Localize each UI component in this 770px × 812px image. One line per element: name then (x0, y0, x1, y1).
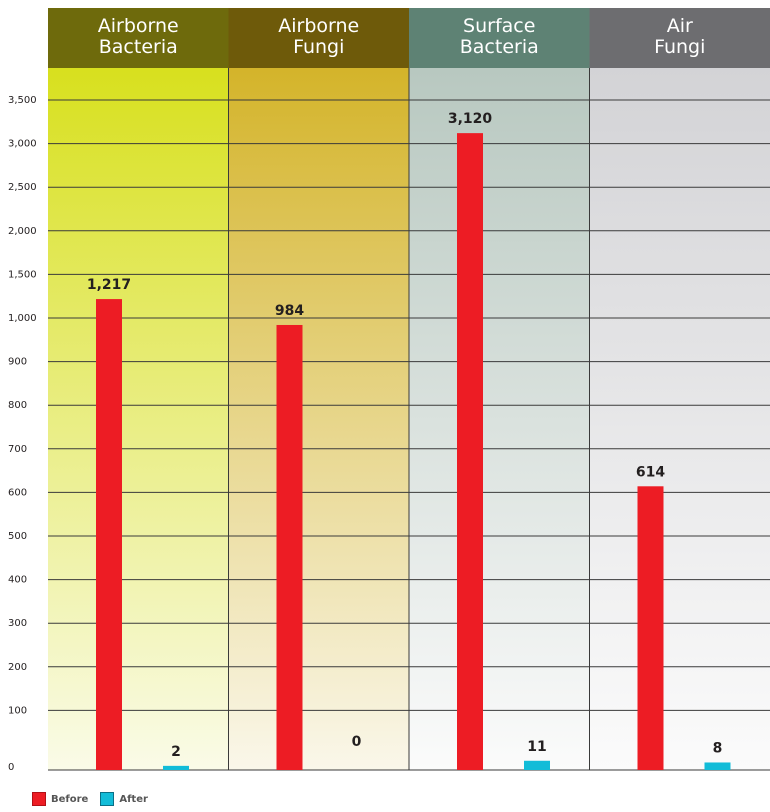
bar-before (637, 486, 664, 770)
y-tick-label: 100 (8, 705, 27, 716)
y-tick-label: 2,500 (8, 182, 37, 193)
category-panels (48, 68, 770, 770)
category-label: Fungi (293, 36, 344, 58)
data-label: 2 (171, 744, 181, 760)
y-tick-label: 1,500 (8, 269, 37, 280)
category-header-bg (589, 8, 770, 68)
y-tick-label: 3,000 (8, 139, 37, 150)
y-tick-label: 300 (8, 618, 27, 629)
y-tick-label: 600 (8, 487, 27, 498)
legend-item-after: After (100, 792, 148, 806)
category-label: Fungi (654, 36, 705, 58)
bars (96, 133, 731, 771)
bar-before (457, 133, 483, 771)
y-tick-label: 0 (8, 762, 14, 773)
panel-bg (409, 68, 590, 770)
y-tick-label: 700 (8, 444, 27, 455)
legend: Before After (32, 792, 154, 806)
legend-label-before: Before (51, 793, 89, 805)
category-label: Airborne (278, 15, 359, 37)
legend-swatch-after (100, 792, 115, 806)
panel-bg (589, 68, 770, 770)
category-label: Air (667, 15, 693, 37)
y-tick-label: 2,000 (8, 226, 37, 237)
bar-after (704, 762, 731, 770)
panel-bg (48, 68, 229, 770)
legend-swatch-before (32, 792, 46, 806)
legend-label-after: After (119, 793, 148, 805)
y-tick-label: 500 (8, 531, 27, 542)
data-label: 1,217 (87, 277, 131, 293)
category-label: Bacteria (460, 36, 539, 58)
legend-item-before: Before (32, 792, 88, 806)
y-tick-label: 1,000 (8, 313, 37, 324)
data-label: 984 (275, 303, 304, 319)
category-headers: AirborneBacteriaAirborneFungiSurfaceBact… (48, 8, 770, 68)
data-labels: 1,217 984 3,120 614 2 0 11 8 (87, 111, 723, 760)
bar-before (276, 324, 303, 770)
gridlines (48, 68, 770, 771)
bar-after (163, 765, 189, 770)
y-tick-label: 800 (8, 400, 27, 411)
panel-bg (228, 68, 409, 770)
category-header-bg (48, 8, 229, 68)
category-header-bg (409, 8, 590, 68)
category-label: Bacteria (99, 36, 178, 58)
bar-before (96, 299, 122, 770)
y-tick-label: 900 (8, 357, 27, 368)
data-label: 8 (713, 740, 723, 756)
y-tick-label: 3,500 (8, 95, 37, 106)
y-tick-label: 200 (8, 662, 27, 673)
category-label: Surface (463, 15, 535, 37)
data-label: 3,120 (448, 111, 493, 127)
data-label: 614 (636, 464, 665, 480)
category-label: Airborne (98, 15, 179, 37)
data-label: 0 (352, 734, 362, 750)
category-header-bg (228, 8, 409, 68)
data-label: 11 (527, 739, 546, 755)
bar-after (524, 760, 550, 770)
y-tick-label: 400 (8, 575, 27, 586)
y-axis-ticks: 0 100 200 300 400 500 600 700 800 900 1,000 1,500 2,… (8, 95, 37, 773)
